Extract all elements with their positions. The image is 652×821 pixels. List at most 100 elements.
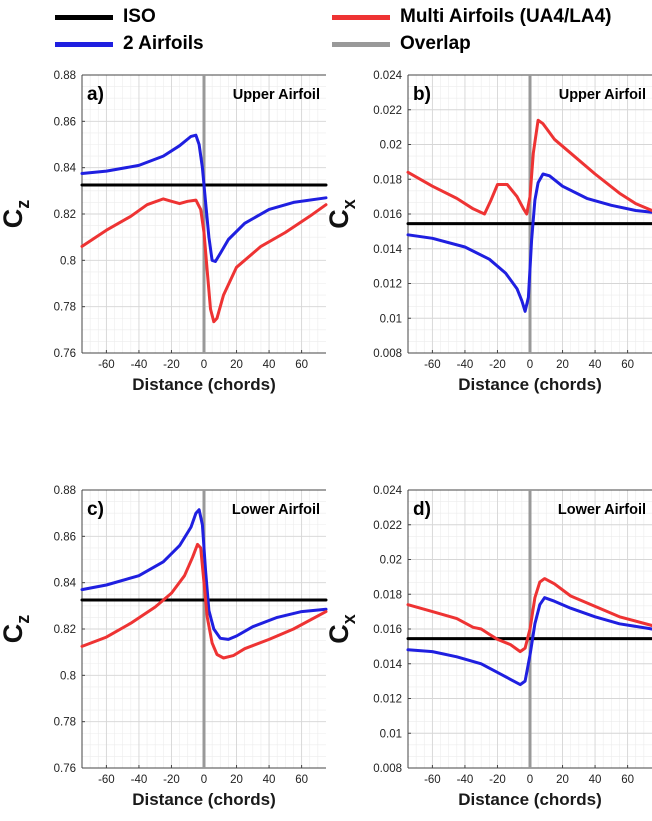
y-axis-label-main: C [0,209,28,229]
y-tick-label: 0.84 [54,163,77,175]
legend-label-multi-airfoils: Multi Airfoils (UA4/LA4) [400,6,612,27]
x-tick-label: -40 [131,774,148,786]
x-tick-label: 60 [621,359,634,371]
x-tick-label: -20 [489,774,506,786]
x-tick-label: 20 [556,359,569,371]
panel-title: Lower Airfoil [232,502,320,518]
x-tick-label: 40 [589,774,602,786]
y-axis-label-subscript: x [339,199,359,209]
y-tick-label: 0.78 [54,717,76,729]
y-axis-label-subscript: x [339,614,359,624]
y-tick-label: 0.018 [373,589,402,601]
y-tick-label: 0.018 [373,174,402,186]
panel-title: Upper Airfoil [233,87,320,103]
x-tick-label: 20 [556,774,569,786]
y-tick-label: 0.01 [380,728,402,740]
legend-swatch-multi-airfoils [332,14,390,20]
y-tick-label: 0.76 [54,763,76,775]
x-axis-label: Distance (chords) [132,375,276,394]
chart-panel-b: -60 -40 -20 0 20 40 60 0.008 0.01 0.012 0.014 0.016… [324,70,652,394]
panel-label: a) [87,84,104,105]
y-axis-label-subscript: z [13,615,33,624]
x-tick-label: -60 [424,774,441,786]
y-tick-label: 0.86 [54,531,76,543]
chart-panel-c: -60 -40 -20 0 20 40 60 0.76 0.78 0.8 0.82 0.84 0.86 0… [0,485,328,809]
y-axis-label-main: C [324,209,354,229]
x-axis-label: Distance (chords) [132,790,276,809]
x-tick-label: -20 [163,359,180,371]
y-tick-label: 0.88 [54,485,76,497]
y-tick-label: 0.8 [60,670,76,682]
y-tick-label: 0.016 [373,624,402,636]
x-tick-label: 0 [201,359,207,371]
legend-item-iso: ISO [55,6,156,28]
series-line-2-airfoils [406,596,652,687]
panel-label: c) [87,499,104,520]
legend-item-overlap: Overlap [332,33,471,55]
x-tick-label: -20 [163,774,180,786]
x-tick-label: 60 [295,774,308,786]
x-axis-label: Distance (chords) [458,790,602,809]
y-tick-label: 0.02 [380,140,402,152]
legend: ISO Multi Airfoils (UA4/LA4) 2 Airfoils … [0,0,652,62]
y-tick-label: 0.012 [373,279,402,291]
y-tick-label: 0.022 [373,105,402,117]
legend-label-overlap: Overlap [400,33,471,54]
y-tick-label: 0.8 [60,255,76,267]
x-tick-label: -20 [489,359,506,371]
x-tick-label: 20 [230,774,243,786]
legend-swatch-iso [55,14,113,20]
y-axis-label-subscript: z [13,200,33,209]
y-axis-label-main: C [0,624,28,644]
y-tick-label: 0.82 [54,624,76,636]
x-tick-label: -40 [457,359,474,371]
series-line-multi-airfoils-ua4-la4 [406,118,652,216]
x-tick-label: 40 [263,774,276,786]
y-tick-label: 0.008 [373,348,402,360]
chart-panel-a: -60 -40 -20 0 20 40 60 0.76 0.78 0.8 0.82 0.84 0.86 0… [0,70,328,394]
series-line-multi-airfoils-ua4-la4 [80,197,328,324]
x-tick-label: 60 [295,359,308,371]
y-axis-label: Cx [324,199,359,229]
x-tick-label: 0 [527,359,533,371]
panel-label: d) [413,499,431,520]
y-tick-label: 0.014 [373,244,402,256]
panel-title: Upper Airfoil [559,87,646,103]
y-tick-label: 0.82 [54,209,76,221]
y-tick-label: 0.014 [373,659,402,671]
y-tick-label: 0.016 [373,209,402,221]
y-tick-label: 0.01 [380,313,402,325]
legend-swatch-2-airfoils [55,41,113,47]
legend-label-2-airfoils: 2 Airfoils [123,33,204,54]
legend-label-iso: ISO [123,6,156,27]
y-axis-label: Cx [324,614,359,644]
y-tick-label: 0.02 [380,555,402,567]
y-tick-label: 0.88 [54,70,76,82]
y-axis-label: Cz [0,615,33,644]
x-tick-label: 0 [527,774,533,786]
series-line-multi-airfoils-ua4-la4 [80,542,328,660]
panel-title: Lower Airfoil [558,502,646,518]
x-tick-label: -40 [131,359,148,371]
y-tick-label: 0.022 [373,520,402,532]
x-tick-label: -40 [457,774,474,786]
panel-label: b) [413,84,431,105]
x-tick-label: 0 [201,774,207,786]
x-tick-label: 40 [589,359,602,371]
y-tick-label: 0.84 [54,578,77,590]
y-tick-label: 0.76 [54,348,76,360]
y-tick-label: 0.012 [373,694,402,706]
y-tick-label: 0.008 [373,763,402,775]
series-line-2-airfoils [80,508,328,641]
y-axis-label-main: C [324,624,354,644]
x-tick-label: -60 [98,774,115,786]
series-line-2-airfoils [406,172,652,313]
x-tick-label: -60 [424,359,441,371]
y-axis-label: Cz [0,200,33,229]
series-line-multi-airfoils-ua4-la4 [406,577,652,654]
legend-item-2-airfoils: 2 Airfoils [55,33,204,55]
legend-item-multi-airfoils: Multi Airfoils (UA4/LA4) [332,6,611,28]
y-tick-label: 0.86 [54,116,76,128]
y-tick-label: 0.024 [373,485,402,497]
chart-panel-d: -60 -40 -20 0 20 40 60 0.008 0.01 0.012 0.014 0.016… [324,485,652,809]
